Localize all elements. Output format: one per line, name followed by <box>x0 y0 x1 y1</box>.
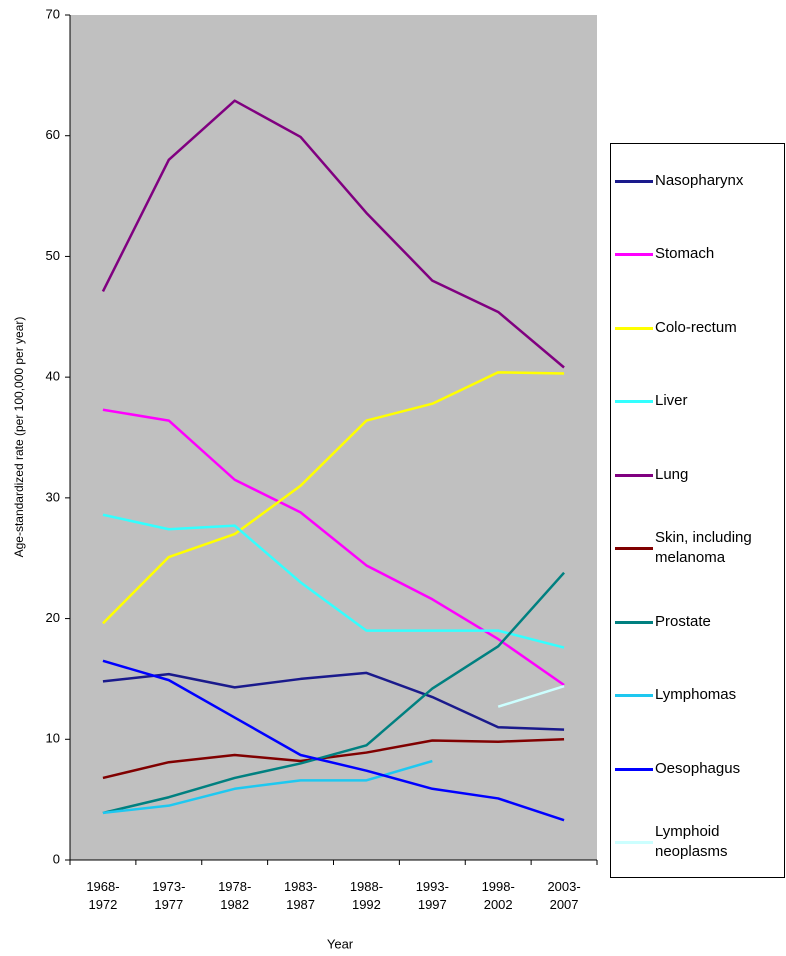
legend-swatch <box>615 694 653 698</box>
legend-label: Prostate <box>655 612 711 630</box>
x-tick-label: 1993-1997 <box>415 879 449 912</box>
legend-item: Colo-rectum <box>611 308 786 348</box>
y-tick-label: 10 <box>46 731 60 746</box>
series-line <box>497 684 565 708</box>
series-line <box>102 659 565 822</box>
legend-item: Lymphomas <box>611 675 786 715</box>
x-tick-label: 1988-1992 <box>349 879 384 912</box>
legend-label: Colo-rectum <box>655 318 737 336</box>
y-tick-label: 20 <box>46 610 60 625</box>
legend-item: Prostate <box>611 602 786 642</box>
legend-item: Skin, including melanoma <box>611 528 786 568</box>
y-tick-label: 30 <box>46 489 60 504</box>
x-tick-label: 1998-2002 <box>481 879 515 912</box>
legend-label: Stomach <box>655 245 715 263</box>
legend-label: Lymphoid neoplasms <box>655 823 728 861</box>
series-line <box>102 513 565 649</box>
series-line <box>102 571 565 815</box>
legend-swatch <box>615 841 653 845</box>
legend-swatch <box>615 179 653 183</box>
y-tick-label: 50 <box>46 248 60 263</box>
y-axis-label: Age-standardized rate (per 100,000 per y… <box>12 317 26 558</box>
y-tick-label: 60 <box>46 127 60 142</box>
x-tick-label: 2003-2007 <box>547 879 581 912</box>
legend: Nasopharynx Stomach Colo-rectum Liver Lung Sk… <box>610 143 785 878</box>
series-line <box>101 99 565 369</box>
legend-swatch <box>615 547 653 551</box>
series-line <box>102 408 565 686</box>
legend-item: Lymphoid neoplasms <box>611 822 786 862</box>
legend-label: Liver <box>655 392 688 410</box>
legend-item: Nasopharynx <box>611 161 786 201</box>
x-axis-label: Year <box>327 936 354 951</box>
legend-label: Oesophagus <box>655 759 741 777</box>
series-line <box>102 738 565 780</box>
x-tick-label: 1978-1982 <box>218 879 252 912</box>
legend-item: Oesophagus <box>611 749 786 789</box>
legend-swatch <box>615 253 653 257</box>
legend-item: Lung <box>611 455 786 495</box>
x-tick-label: 1973-1977 <box>152 879 186 912</box>
legend-item: Liver <box>611 381 786 421</box>
legend-swatch <box>615 620 653 624</box>
series-line <box>102 671 565 731</box>
x-tick-label: 1983-1987 <box>283 879 318 912</box>
legend-label: Lung <box>655 465 689 483</box>
legend-swatch <box>615 473 653 477</box>
legend-label: Nasopharynx <box>655 171 744 189</box>
x-tick-label: 1968-1972 <box>86 879 120 912</box>
y-tick-label: 70 <box>46 6 60 21</box>
legend-swatch <box>615 400 653 404</box>
series-line <box>102 371 565 625</box>
legend-item: Stomach <box>611 234 786 274</box>
series-line <box>102 759 433 815</box>
legend-label: Lymphomas <box>655 686 737 704</box>
legend-label: Skin, including melanoma <box>655 529 752 567</box>
y-tick-label: 40 <box>46 369 60 384</box>
legend-swatch <box>615 767 653 771</box>
plot-area <box>70 15 597 860</box>
legend-swatch <box>615 326 653 330</box>
y-tick-label: 0 <box>53 851 60 866</box>
